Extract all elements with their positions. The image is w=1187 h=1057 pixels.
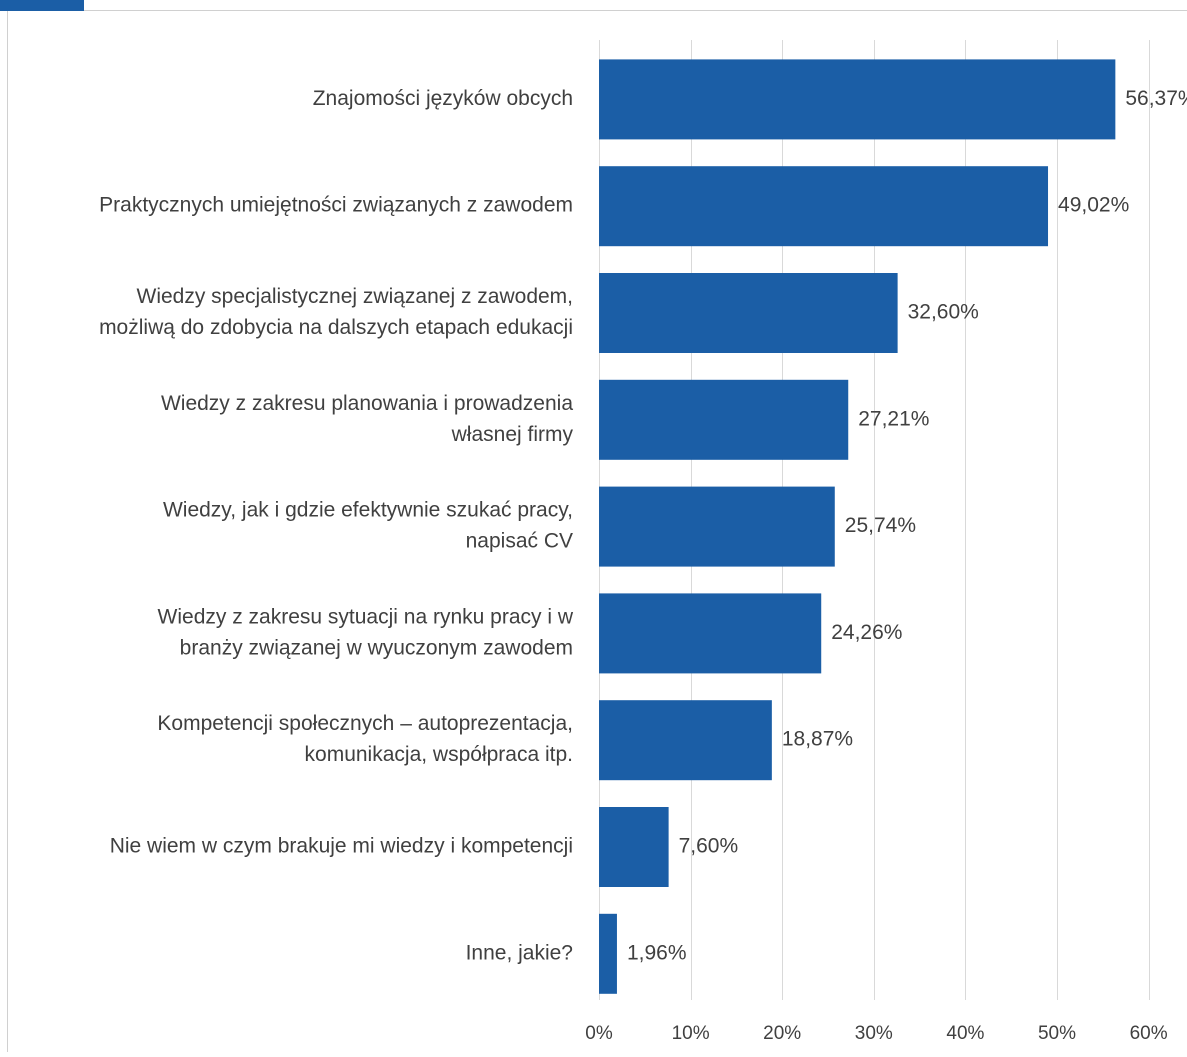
category-label-line: Wiedzy, jak i gdzie efektywnie szukać pr… bbox=[163, 499, 573, 522]
category-label-5: Wiedzy z zakresu sytuacji na rynku pracy… bbox=[158, 605, 574, 659]
data-label-2: 32,60% bbox=[908, 301, 979, 324]
data-label-3: 27,21% bbox=[858, 407, 929, 430]
x-axis-ticks: 0% 10% 20% 30% 40% 50% 60% bbox=[585, 1023, 1167, 1044]
data-label-6: 18,87% bbox=[782, 728, 853, 751]
bar-8 bbox=[599, 913, 617, 994]
category-label-line: własnej firmy bbox=[451, 423, 574, 446]
data-label-0: 56,37% bbox=[1125, 87, 1187, 110]
bar-2 bbox=[599, 273, 898, 353]
category-label-line: Praktycznych umiejętności związanych z z… bbox=[99, 194, 573, 217]
category-label-1: Praktycznych umiejętności związanych z z… bbox=[99, 194, 573, 217]
data-label-5: 24,26% bbox=[831, 621, 902, 644]
category-label-line: branży związanej w wyuczonym zawodem bbox=[180, 636, 573, 659]
data-label-7: 7,60% bbox=[679, 835, 739, 858]
bar-7 bbox=[599, 807, 669, 887]
accent-tab bbox=[0, 0, 84, 11]
x-tick-label-2: 20% bbox=[763, 1023, 801, 1044]
category-label-line: Wiedzy z zakresu sytuacji na rynku pracy… bbox=[158, 605, 574, 628]
category-label-line: napisać CV bbox=[466, 530, 573, 553]
bar-5 bbox=[599, 593, 822, 674]
category-label-8: Inne, jakie? bbox=[466, 941, 573, 964]
data-label-8: 1,96% bbox=[627, 941, 687, 964]
category-label-6: Kompetencji społecznych – autoprezentacj… bbox=[157, 712, 573, 766]
category-label-3: Wiedzy z zakresu planowania i prowadzeni… bbox=[161, 392, 574, 446]
bars-layer bbox=[599, 59, 1116, 994]
bar-0 bbox=[599, 59, 1116, 140]
data-label-4: 25,74% bbox=[845, 514, 916, 537]
x-tick-label-4: 40% bbox=[946, 1023, 984, 1044]
bar-1 bbox=[599, 166, 1049, 247]
x-tick-label-6: 60% bbox=[1130, 1023, 1168, 1044]
category-label-line: Wiedzy specjalistycznej związanej z zawo… bbox=[137, 285, 574, 308]
bar-3 bbox=[599, 379, 849, 460]
category-label-4: Wiedzy, jak i gdzie efektywnie szukać pr… bbox=[163, 499, 573, 553]
bar-4 bbox=[599, 486, 835, 567]
category-label-0: Znajomości języków obcych bbox=[313, 87, 573, 110]
category-label-line: Wiedzy z zakresu planowania i prowadzeni… bbox=[161, 392, 573, 415]
x-tick-label-5: 50% bbox=[1038, 1023, 1076, 1044]
category-labels: Znajomości języków obcych Praktycznych um… bbox=[99, 87, 574, 964]
category-label-line: możliwą do zdobycia na dalszych etapach … bbox=[99, 316, 573, 339]
x-tick-label-3: 30% bbox=[855, 1023, 893, 1044]
category-label-line: Kompetencji społecznych – autoprezentacj… bbox=[157, 712, 573, 735]
category-label-line: Znajomości języków obcych bbox=[313, 87, 573, 110]
category-label-line: Inne, jakie? bbox=[466, 941, 573, 964]
x-tick-label-1: 10% bbox=[672, 1023, 710, 1044]
data-labels: 56,37% 49,02% 32,60% 27,21% 25,74% 24,26% 18,8… bbox=[627, 87, 1187, 964]
bar-6 bbox=[599, 700, 772, 781]
data-label-1: 49,02% bbox=[1058, 194, 1129, 217]
x-tick-label-0: 0% bbox=[585, 1023, 613, 1044]
category-label-7: Nie wiem w czym brakuje mi wiedzy i komp… bbox=[110, 835, 573, 858]
category-label-line: Nie wiem w czym brakuje mi wiedzy i komp… bbox=[110, 835, 573, 858]
category-label-line: komunikacja, współpraca itp. bbox=[305, 743, 573, 766]
category-label-2: Wiedzy specjalistycznej związanej z zawo… bbox=[99, 285, 573, 339]
